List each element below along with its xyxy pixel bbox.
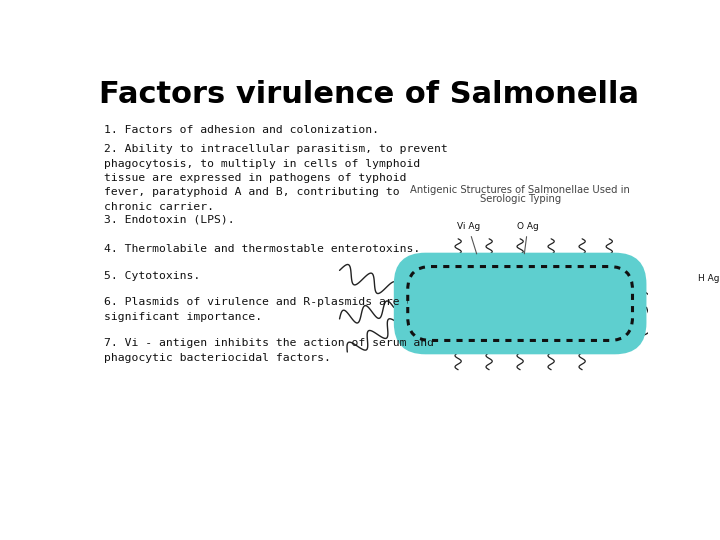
Text: H Ag: H Ag xyxy=(698,274,720,284)
Text: 4. Thermolabile and thermostable enterotoxins.: 4. Thermolabile and thermostable enterot… xyxy=(104,244,420,254)
Text: Antigenic Structures of Salmonellae Used in: Antigenic Structures of Salmonellae Used… xyxy=(410,185,630,195)
FancyBboxPatch shape xyxy=(394,253,647,354)
Text: 5. Cytotoxins.: 5. Cytotoxins. xyxy=(104,271,200,281)
Text: Factors virulence of Salmonella: Factors virulence of Salmonella xyxy=(99,79,639,109)
FancyBboxPatch shape xyxy=(408,267,632,340)
Text: 3. Endotoxin (LPS).: 3. Endotoxin (LPS). xyxy=(104,215,235,225)
Text: 7. Vi - antigen inhibits the action of serum and
phagocytic bacteriocidal factor: 7. Vi - antigen inhibits the action of s… xyxy=(104,338,434,362)
Text: Vi Ag: Vi Ag xyxy=(456,222,480,254)
Text: Serologic Typing: Serologic Typing xyxy=(480,194,561,204)
Text: 6. Plasmids of virulence and R-plasmids are of
significant importance.: 6. Plasmids of virulence and R-plasmids … xyxy=(104,298,420,322)
Text: 2. Ability to intracellular parasitism, to prevent
phagocytosis, to multiply in : 2. Ability to intracellular parasitism, … xyxy=(104,144,448,212)
Text: 1. Factors of adhesion and colonization.: 1. Factors of adhesion and colonization. xyxy=(104,125,379,135)
Text: O Ag: O Ag xyxy=(517,222,539,254)
